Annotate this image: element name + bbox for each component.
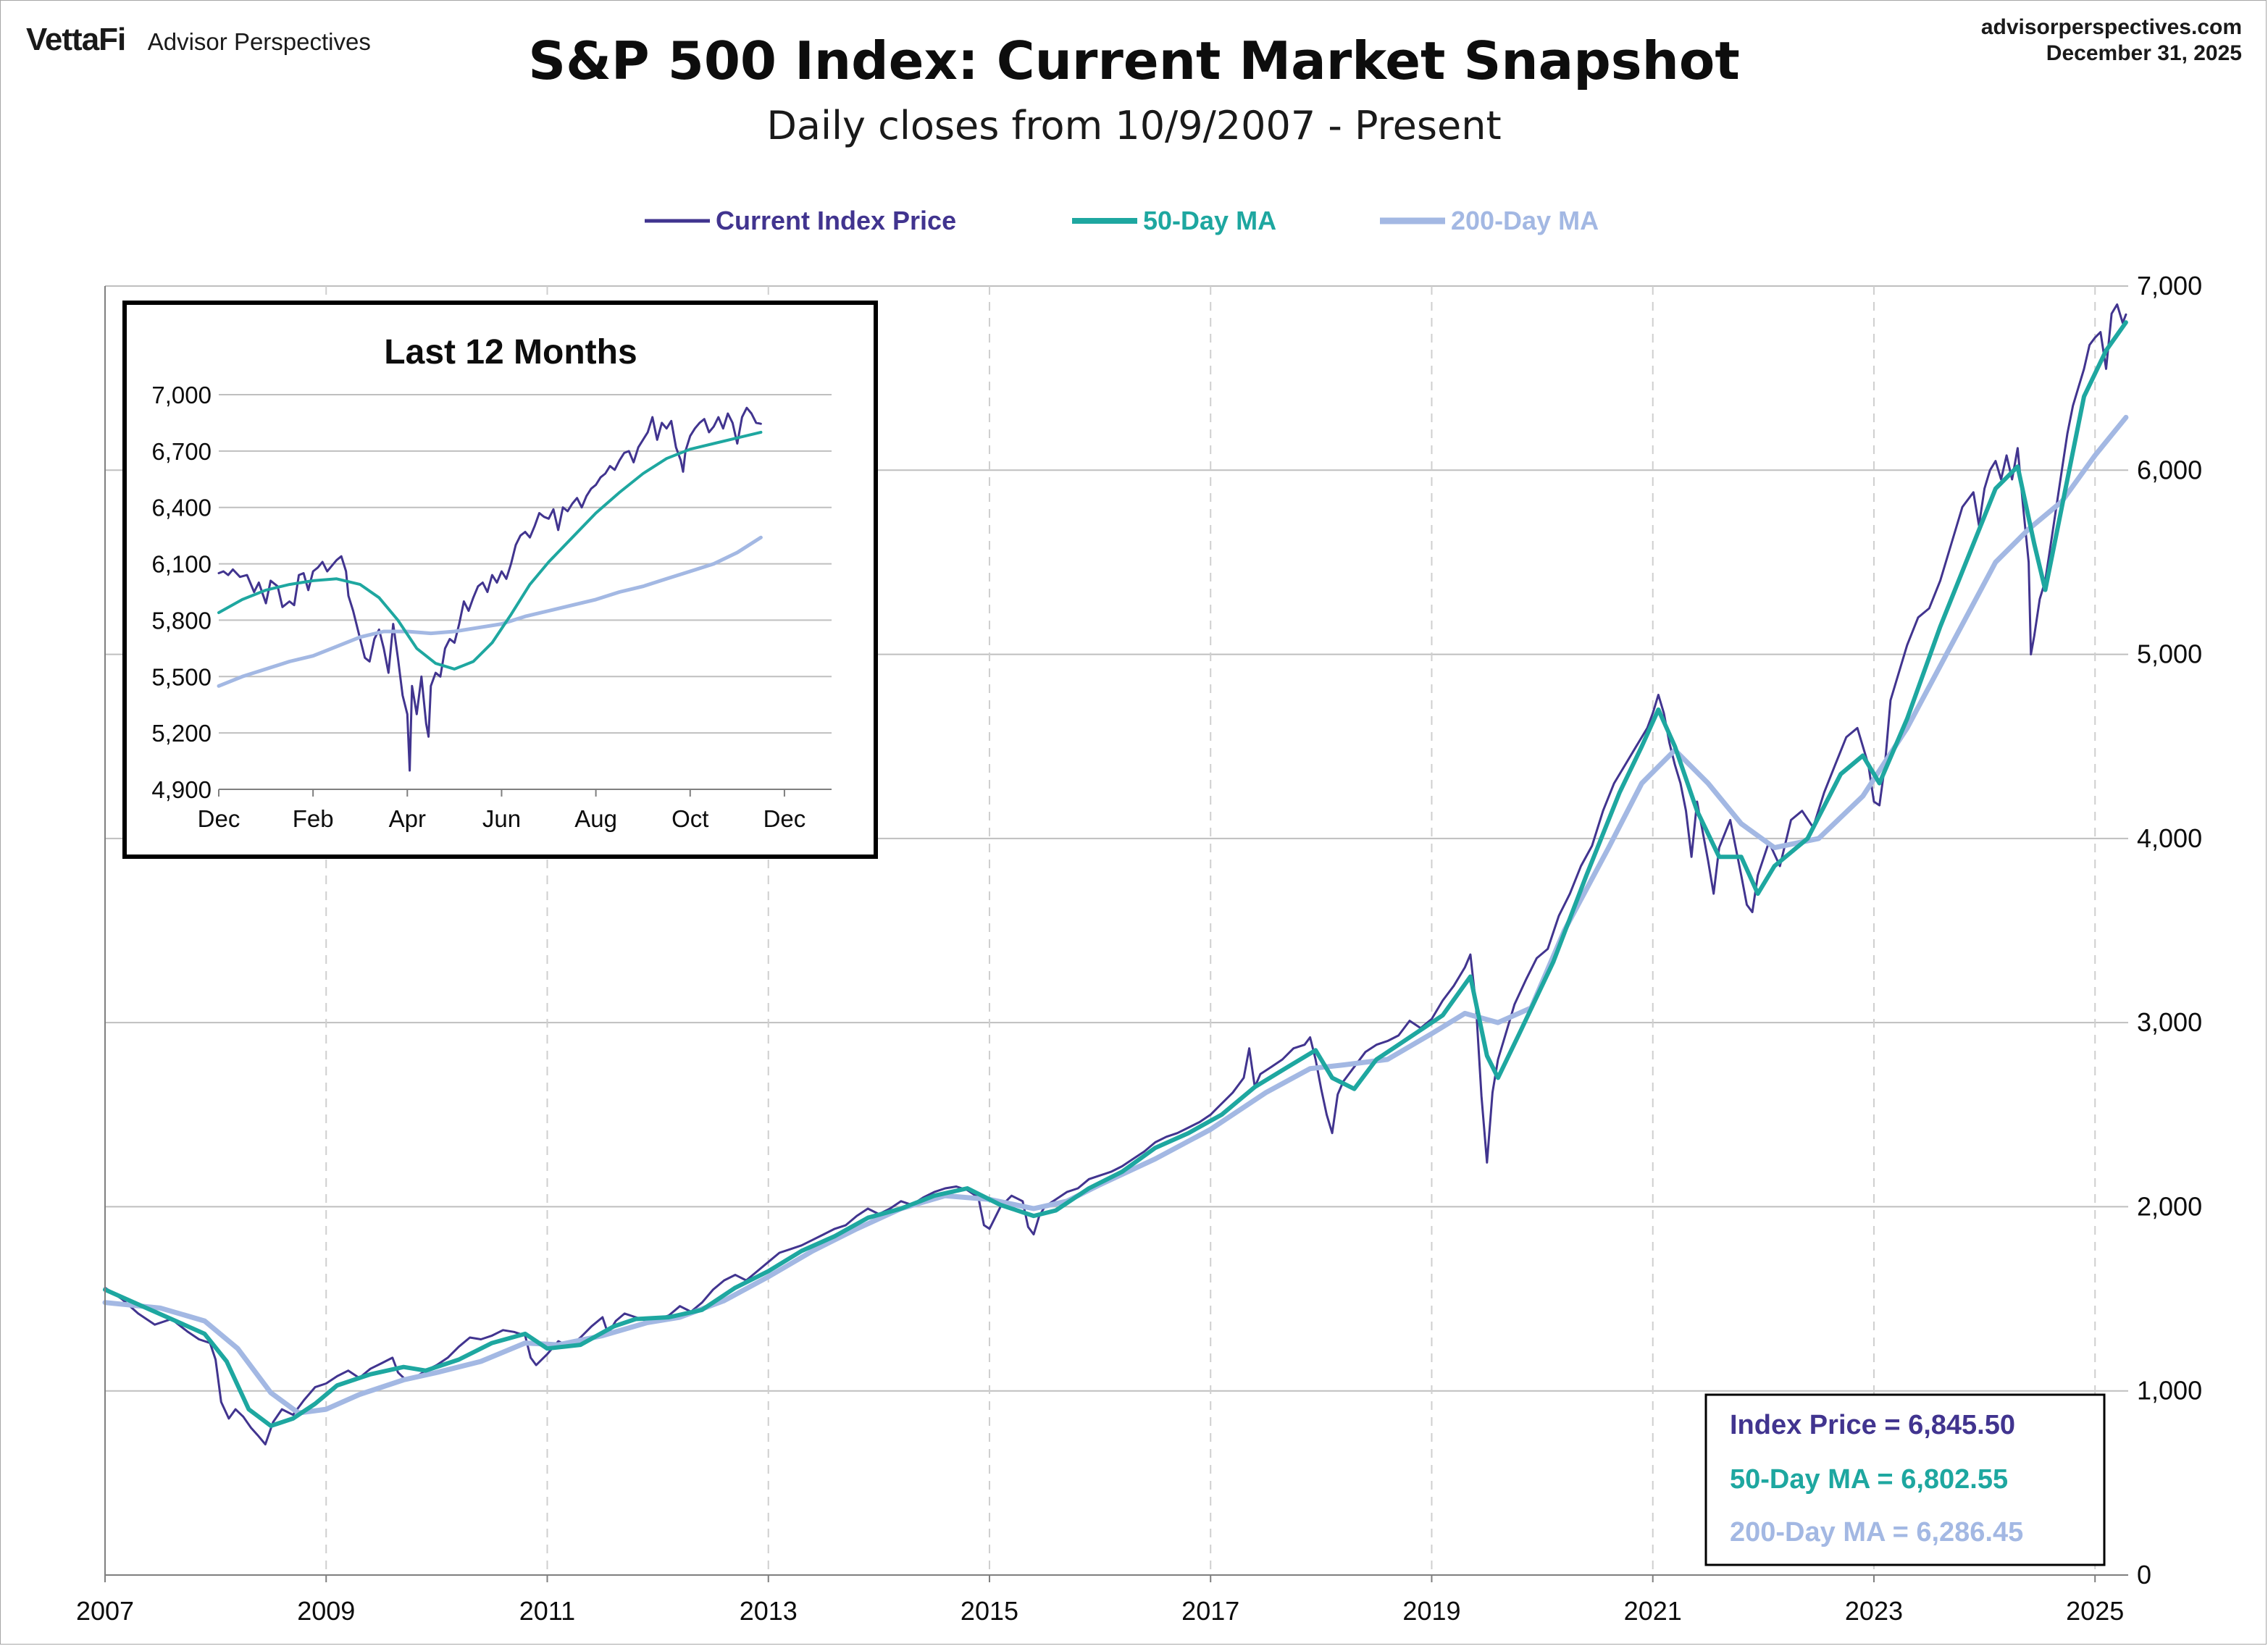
series-line-ma50 — [103, 320, 2128, 1428]
x-tick-label: Apr — [389, 805, 426, 832]
x-tick-label: 2009 — [297, 1596, 355, 1626]
y-tick-label: 4,000 — [2137, 823, 2202, 853]
inset-axis: 4,900 5,200 5,500 5,800 6,100 6,400 6,700 7,000… — [151, 382, 832, 832]
chart-subtitle: Daily closes from 10/9/2007 - Present — [766, 103, 1502, 148]
inset-panel — [122, 301, 878, 859]
values-price-label: Index Price = — [1730, 1410, 1908, 1440]
x-tick-label: Dec — [763, 805, 806, 832]
chart-title: S&P 500 Index: Current Market Snapshot — [528, 30, 1740, 91]
x-tick-label: Feb — [293, 805, 334, 832]
site-url: advisorperspectives.com — [1980, 15, 2242, 39]
y-tick-label: 7,000 — [2137, 271, 2202, 301]
y-tick-label: 3,000 — [2137, 1007, 2202, 1037]
y-tick-label: 6,700 — [151, 438, 212, 465]
legend-price-label: Current Index Price — [716, 206, 956, 235]
vettafi-logo: VettaFi — [26, 22, 126, 57]
values-ma200: 200-Day MA = 6,286.45 — [1730, 1517, 2023, 1548]
main-axis: 0 1,000 2,000 3,000 4,000 5,000 6,000 7,000 2007… — [76, 271, 2202, 1626]
y-tick-label: 6,100 — [151, 551, 212, 578]
legend: Current Index Price 50-Day MA 200-Day MA — [645, 206, 1599, 235]
series-line-price — [104, 303, 2127, 1445]
legend-ma50-label: 50-Day MA — [1143, 206, 1276, 235]
y-tick-label: 5,500 — [151, 663, 212, 690]
values-ma50-value: 6,802.55 — [1901, 1464, 2008, 1495]
y-tick-label: 2,000 — [2137, 1191, 2202, 1221]
x-tick-label: 2025 — [2066, 1596, 2124, 1626]
legend-ma200-label: 200-Day MA — [1451, 206, 1599, 235]
values-ma200-label: 200-Day MA = — [1730, 1517, 1916, 1548]
x-tick-label: 2015 — [961, 1596, 1018, 1626]
series-line-ma200 — [102, 414, 2129, 1416]
values-price-value: 6,845.50 — [1908, 1410, 2015, 1440]
site-info: advisorperspectives.com December 31, 202… — [1981, 14, 2242, 67]
report-date: December 31, 2025 — [2046, 41, 2242, 65]
x-tick-label: 2023 — [1845, 1596, 1903, 1626]
x-tick-label: Dec — [198, 805, 240, 832]
y-tick-label: 0 — [2137, 1560, 2151, 1590]
y-tick-label: 7,000 — [151, 382, 212, 408]
x-tick-label: 2007 — [76, 1596, 134, 1626]
inset-series — [217, 406, 763, 772]
series-line-ma50 — [217, 430, 763, 671]
y-tick-label: 5,200 — [151, 720, 212, 747]
x-tick-label: 2017 — [1181, 1596, 1239, 1626]
values-price: Index Price = 6,845.50 — [1730, 1410, 2015, 1440]
y-tick-label: 6,400 — [151, 495, 212, 521]
x-tick-label: Oct — [671, 805, 708, 832]
x-tick-label: 2021 — [1624, 1596, 1682, 1626]
y-tick-label: 4,900 — [151, 776, 212, 803]
values-ma50-label: 50-Day MA = — [1730, 1464, 1901, 1495]
y-tick-label: 5,800 — [151, 607, 212, 634]
y-tick-label: 5,000 — [2137, 639, 2202, 669]
y-tick-label: 6,000 — [2137, 455, 2202, 484]
y-tick-label: 1,000 — [2137, 1376, 2202, 1406]
values-ma200-value: 6,286.45 — [1916, 1517, 2023, 1548]
x-tick-label: 2019 — [1402, 1596, 1460, 1626]
inset-title: Last 12 Months — [384, 333, 637, 371]
values-box — [1704, 1393, 2106, 1566]
brand: VettaFi Advisor Perspectives — [26, 22, 371, 58]
x-tick-label: Jun — [482, 805, 521, 832]
x-tick-label: 2013 — [740, 1596, 798, 1626]
series-line-price — [217, 406, 762, 772]
x-tick-label: 2011 — [519, 1596, 575, 1626]
main-series — [102, 303, 2129, 1445]
x-tick-label: Aug — [574, 805, 617, 832]
series-line-ma200 — [217, 535, 763, 688]
brand-subtitle: Advisor Perspectives — [147, 28, 371, 55]
values-ma50: 50-Day MA = 6,802.55 — [1730, 1464, 2008, 1495]
